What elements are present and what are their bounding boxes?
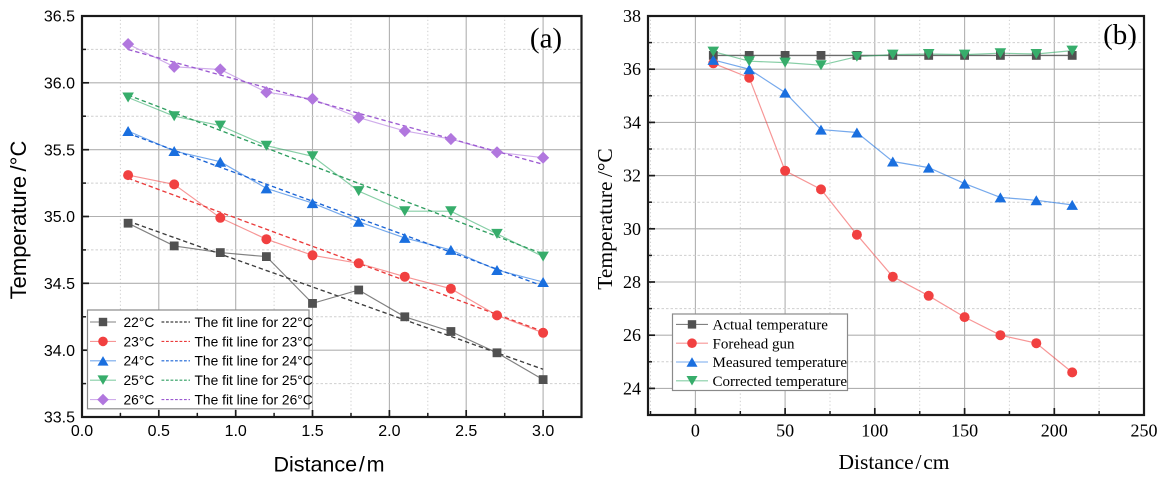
svg-text:34: 34 (623, 112, 641, 132)
svg-text:25°C: 25°C (124, 373, 155, 388)
svg-text:50: 50 (776, 421, 794, 441)
svg-text:34.0: 34.0 (44, 343, 75, 360)
svg-text:35.0: 35.0 (44, 209, 75, 226)
svg-text:23°C: 23°C (124, 334, 155, 349)
svg-text:32: 32 (623, 166, 641, 186)
svg-text:250: 250 (1131, 421, 1158, 441)
svg-text:Distance / m: Distance / m (273, 453, 384, 477)
svg-text:30: 30 (623, 219, 641, 239)
svg-text:24: 24 (623, 378, 641, 398)
svg-text:2.0: 2.0 (378, 423, 400, 440)
svg-text:200: 200 (1041, 421, 1068, 441)
svg-text:Temperature /°C: Temperature /°C (6, 141, 31, 300)
svg-text:Corrected temperature: Corrected temperature (713, 374, 848, 390)
svg-text:Actual temperature: Actual temperature (713, 318, 829, 334)
svg-text:38: 38 (623, 6, 641, 26)
svg-text:(b): (b) (1103, 19, 1137, 51)
svg-text:0.5: 0.5 (148, 423, 170, 440)
svg-text:Distance / cm: Distance / cm (838, 450, 949, 474)
svg-text:36.0: 36.0 (44, 76, 75, 93)
svg-text:The fit line for 26°C: The fit line for 26°C (195, 393, 313, 408)
svg-text:33.5: 33.5 (44, 410, 75, 427)
svg-text:34.5: 34.5 (44, 276, 75, 293)
svg-text:The fit line for 23°C: The fit line for 23°C (195, 334, 313, 349)
svg-text:The fit line for 24°C: The fit line for 24°C (195, 354, 313, 369)
svg-text:24°C: 24°C (124, 354, 155, 369)
svg-text:36: 36 (623, 59, 641, 79)
svg-text:The fit line for 25°C: The fit line for 25°C (195, 373, 313, 388)
svg-text:1.5: 1.5 (301, 423, 323, 440)
svg-text:150: 150 (951, 421, 978, 441)
svg-text:Forehead gun: Forehead gun (713, 336, 796, 352)
svg-text:26°C: 26°C (124, 393, 155, 408)
svg-text:(a): (a) (530, 23, 562, 55)
svg-text:22°C: 22°C (124, 315, 155, 330)
svg-text:36.5: 36.5 (44, 9, 75, 26)
svg-text:100: 100 (861, 421, 888, 441)
svg-text:0.0: 0.0 (71, 423, 93, 440)
svg-text:The fit line for 22°C: The fit line for 22°C (195, 315, 313, 330)
svg-text:35.5: 35.5 (44, 142, 75, 159)
svg-text:2.5: 2.5 (455, 423, 477, 440)
svg-text:Temperature /°C: Temperature /°C (593, 148, 617, 290)
svg-text:1.0: 1.0 (225, 423, 247, 440)
svg-text:26: 26 (623, 325, 641, 345)
svg-text:0: 0 (691, 421, 700, 441)
svg-text:28: 28 (623, 272, 641, 292)
svg-text:Measured temperature: Measured temperature (713, 355, 848, 371)
svg-text:3.0: 3.0 (532, 423, 554, 440)
